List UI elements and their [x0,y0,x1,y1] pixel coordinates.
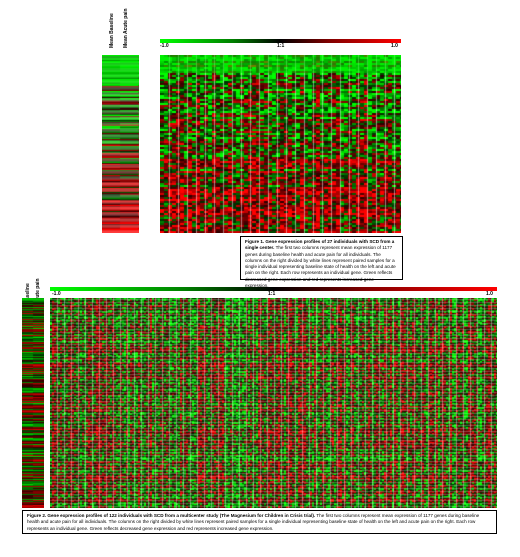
fig2-mean-heatmap [22,298,44,508]
fig1-color-scale [160,39,401,43]
fig2-scale-mid: 1:1 [268,291,276,297]
fig2-caption-title: Figure 2. Gene expression profiles of 12… [27,513,316,518]
fig1-caption-body: The first two columns represent mean exp… [245,245,396,289]
fig1-caption-title: Figure 1. Gene expression profiles of 27… [245,239,395,251]
fig2-color-scale [50,287,497,291]
fig1-label-mean-acute-pain: Mean Acute pain [123,8,129,48]
fig2-individual-heatmap [50,298,497,508]
fig1-scale-max: 1.0 [391,43,398,49]
fig1-caption: Figure 1. Gene expression profiles of 27… [240,236,403,288]
fig2-caption-body: The first two columns represent mean exp… [27,513,480,531]
fig1-label-mean-baseline: Mean Baseline [109,13,115,48]
fig1-scale-mid: 1:1 [277,43,285,49]
fig1-mean-heatmap [102,55,139,233]
fig2-scale-max: 1.0 [486,291,493,297]
fig2-scale-min: -1.0 [52,291,61,297]
fig1-individual-heatmap [160,55,401,233]
fig1-scale-min: -1.0 [160,43,169,49]
fig2-caption: Figure 2. Gene expression profiles of 12… [22,510,497,534]
